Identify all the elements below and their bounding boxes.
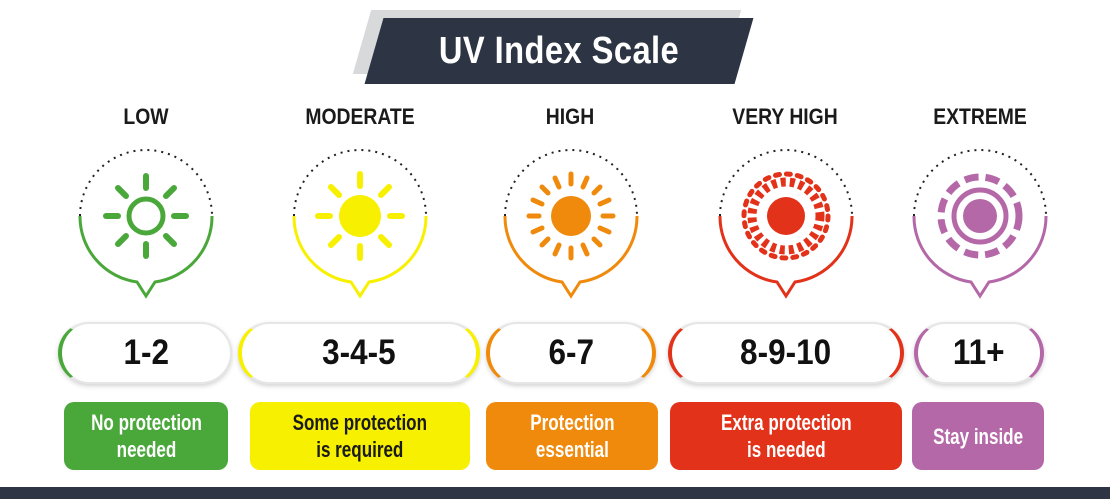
sun-intense-icon <box>716 146 856 300</box>
advice-box-extreme: Stay inside <box>912 402 1044 470</box>
level-label-moderate: MODERATE <box>305 104 415 129</box>
range-pill-low: 1-2 <box>58 322 232 384</box>
advice-line2-moderate: is required <box>316 437 404 462</box>
advice-line1-extreme: Stay inside <box>933 423 1023 449</box>
range-pill-extreme: 11+ <box>914 322 1044 384</box>
advice-line1-low: No protection <box>90 410 202 435</box>
page-title: UV Index Scale <box>438 29 680 72</box>
sun-solid-icon <box>290 146 430 300</box>
level-label-very-high: VERY HIGH <box>732 104 838 129</box>
advice-line2-high: essential <box>535 437 609 462</box>
sun-bright-icon <box>501 146 641 300</box>
range-value-low: 1-2 <box>123 333 169 372</box>
footer-bar <box>0 487 1110 499</box>
advice-line2-low: needed <box>116 437 176 462</box>
range-value-moderate: 3-4-5 <box>322 333 396 372</box>
advice-line1-moderate: Some protection <box>292 410 428 435</box>
advice-box-high: Protection essential <box>486 402 658 470</box>
advice-box-very-high: Extra protection is needed <box>670 402 902 470</box>
title-banner: UV Index Scale <box>352 10 754 84</box>
advice-line1-very-high: Extra protection <box>720 410 852 435</box>
range-value-very-high: 8-9-10 <box>740 333 832 372</box>
level-label-extreme: EXTREME <box>933 104 1027 129</box>
range-pill-moderate: 3-4-5 <box>238 322 480 384</box>
range-value-high: 6-7 <box>548 333 594 372</box>
level-label-high: HIGH <box>545 104 595 129</box>
range-value-extreme: 11+ <box>953 333 1005 372</box>
sun-outline-icon <box>76 146 216 300</box>
sun-extreme-icon <box>910 146 1050 300</box>
advice-box-low: No protection needed <box>64 402 228 470</box>
range-pill-high: 6-7 <box>486 322 656 384</box>
advice-line1-high: Protection <box>529 410 615 435</box>
advice-box-moderate: Some protection is required <box>250 402 470 470</box>
advice-line2-very-high: is needed <box>746 437 826 462</box>
range-pill-very-high: 8-9-10 <box>668 322 904 384</box>
level-label-low: LOW <box>123 104 169 129</box>
